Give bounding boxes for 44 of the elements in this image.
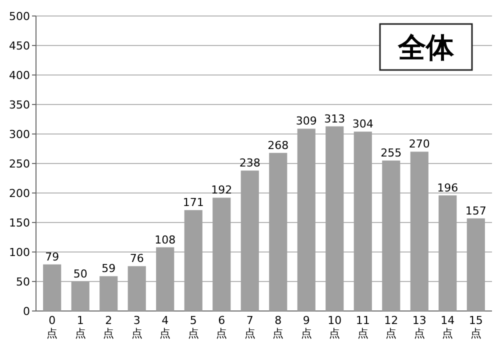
x-tick-label: 13点 [412, 314, 426, 340]
y-tick-label: 350 [9, 98, 30, 112]
data-label: 313 [324, 112, 346, 126]
data-label: 309 [296, 114, 317, 128]
data-label: 79 [45, 250, 60, 264]
x-tick-label: 9点 [300, 314, 312, 340]
data-label: 192 [211, 184, 232, 197]
data-label: 171 [182, 196, 204, 210]
x-tick-label: 8点 [272, 314, 284, 340]
y-tick-label: 300 [9, 128, 30, 141]
data-label: 238 [239, 156, 260, 170]
data-label: 76 [130, 252, 144, 266]
x-tick-label: 15点 [468, 314, 483, 340]
x-tick-label: 6点 [216, 314, 228, 340]
text: 全体 [397, 31, 455, 64]
data-label: 196 [437, 181, 458, 194]
y-tick-label: 50 [16, 275, 30, 288]
data-label: 157 [465, 204, 486, 218]
y-tick-label: 150 [9, 216, 30, 230]
x-tick-label: 7点 [244, 314, 256, 340]
x-tick-label: 14点 [440, 314, 455, 340]
y-tick-label: 0 [23, 304, 30, 318]
x-tick-label: 5点 [188, 314, 199, 340]
data-label: 50 [73, 268, 88, 280]
data-label: 255 [380, 146, 402, 160]
data-label: 304 [352, 118, 374, 131]
y-tick-label: 100 [9, 246, 30, 259]
x-tick-label: 1点 [74, 314, 86, 340]
x-tick-label: 0点 [46, 314, 58, 340]
x-tick-label: 2点 [103, 314, 114, 340]
y-tick-label: 400 [9, 68, 30, 82]
data-label: 59 [102, 262, 116, 276]
data-label: 108 [154, 233, 176, 246]
y-tick-label: 450 [9, 39, 30, 52]
y-tick-label: 500 [9, 10, 30, 23]
data-label: 268 [268, 138, 289, 152]
x-tick-label: 4点 [160, 314, 171, 340]
x-tick-label: 10点 [328, 314, 342, 340]
y-tick-label: 250 [9, 157, 30, 170]
x-tick-label: 3点 [131, 314, 142, 340]
y-tick-label: 200 [9, 186, 30, 200]
data-label: 270 [408, 138, 430, 151]
x-tick-label: 11点 [356, 314, 370, 340]
x-tick-label: 12点 [384, 314, 398, 340]
